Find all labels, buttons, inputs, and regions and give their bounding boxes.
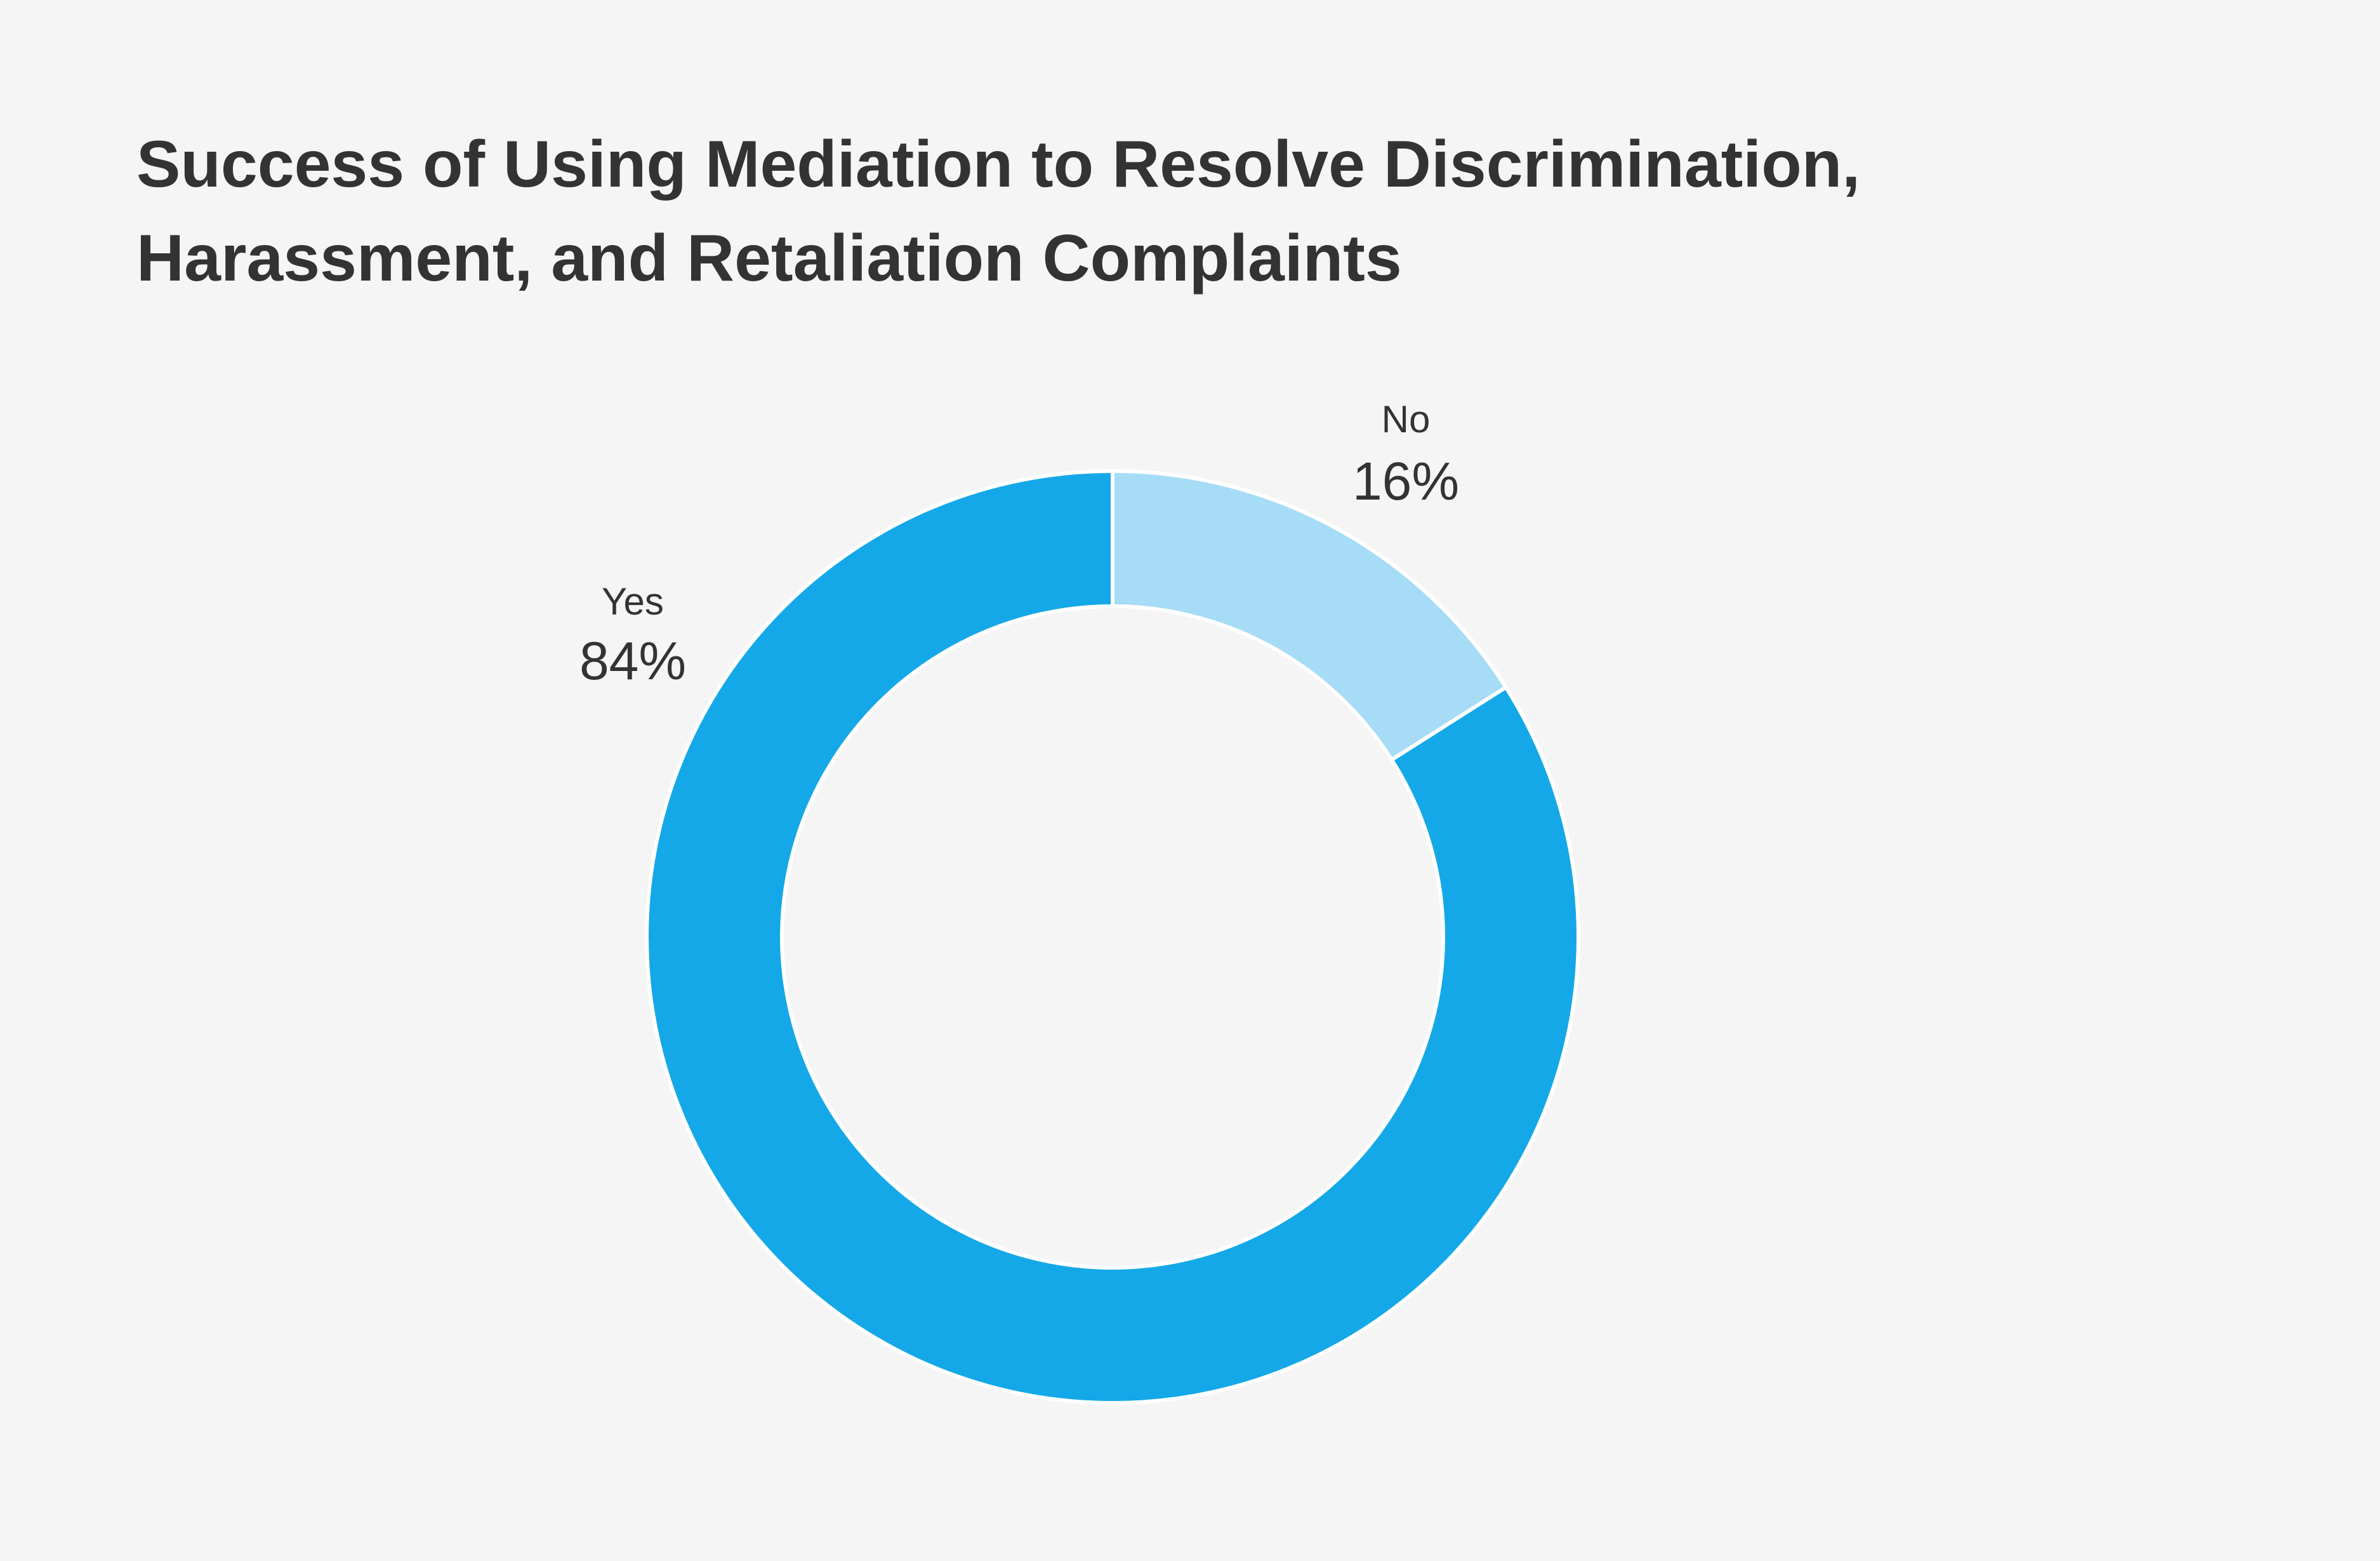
- slice-label: Yes: [602, 580, 664, 623]
- slice: [645, 468, 1580, 1405]
- slice-value-label: 84%: [579, 631, 686, 691]
- chart-title: Success of Using Mediation to Resolve Di…: [136, 128, 1861, 295]
- slice: [1111, 468, 1509, 762]
- slice-value-label: 16%: [1352, 451, 1459, 511]
- slice-label: No: [1382, 398, 1431, 441]
